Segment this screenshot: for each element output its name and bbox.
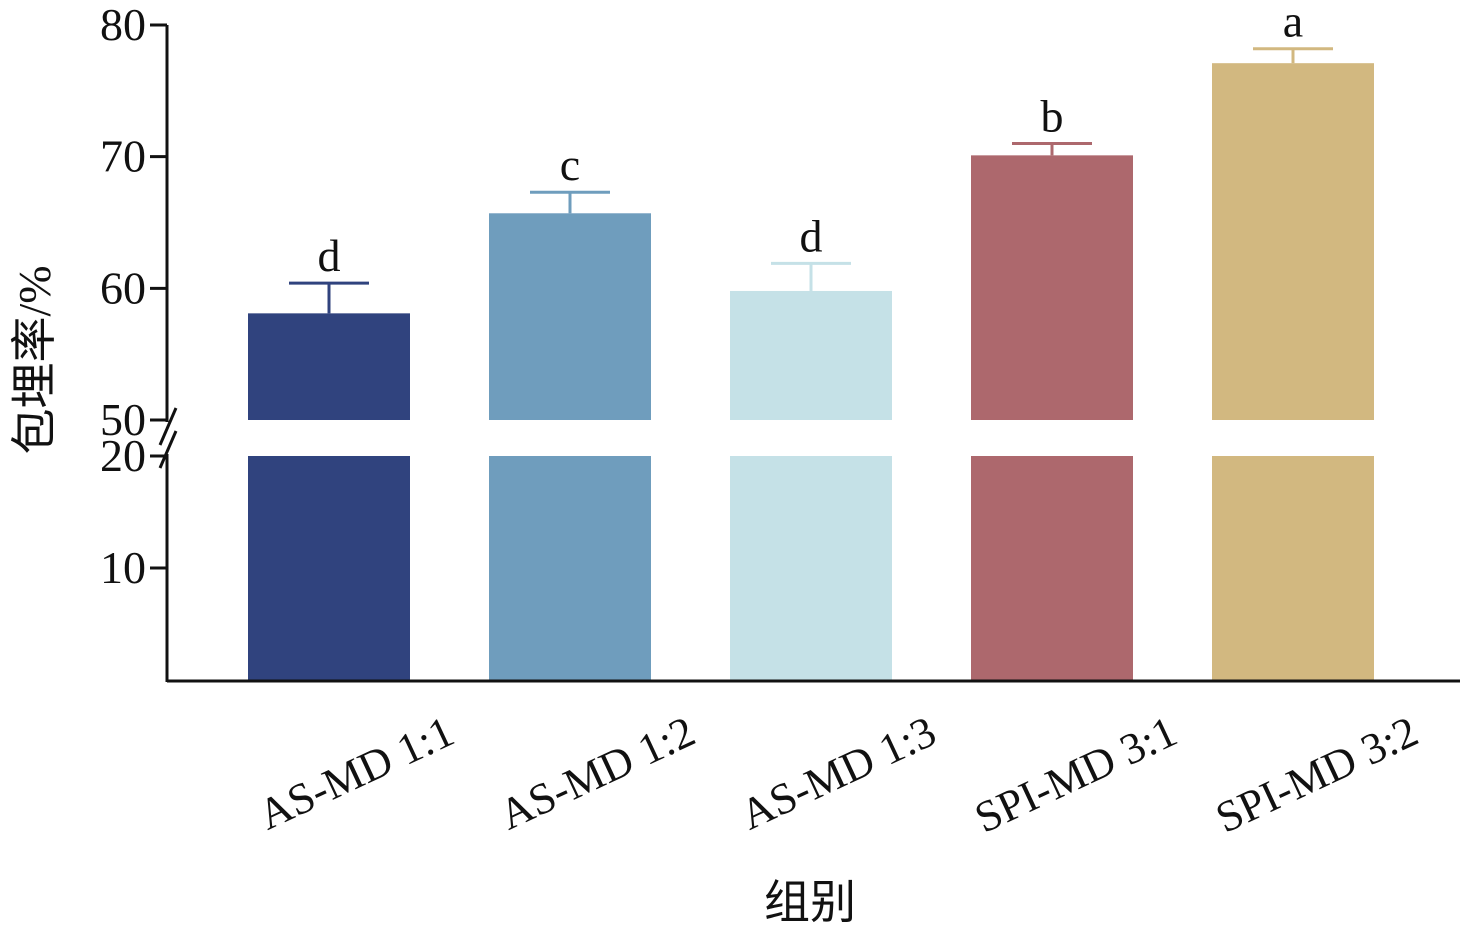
y-axis: 50 60 70 80 10 20 bbox=[100, 0, 1460, 683]
bar-upper bbox=[248, 313, 410, 420]
x-tick-label: AS-MD 1:1 bbox=[251, 707, 461, 840]
bars-group: d c d b a bbox=[248, 0, 1374, 680]
y-axis-label: 包埋率/% bbox=[9, 265, 60, 454]
x-tick-label: AS-MD 1:2 bbox=[492, 707, 702, 840]
y-tick-label: 10 bbox=[100, 542, 146, 593]
x-tick-label: AS-MD 1:3 bbox=[733, 707, 943, 840]
significance-letter: c bbox=[560, 139, 580, 190]
y-tick-label: 80 bbox=[100, 0, 146, 50]
x-axis-label: 组别 bbox=[764, 877, 856, 928]
significance-letter: b bbox=[1041, 91, 1064, 142]
y-tick-label: 70 bbox=[100, 131, 146, 182]
axis-break-mark bbox=[158, 407, 178, 446]
significance-letter: a bbox=[1283, 0, 1303, 47]
x-tick-label: SPI-MD 3:1 bbox=[967, 707, 1184, 843]
x-tick-labels: AS-MD 1:1 AS-MD 1:2 AS-MD 1:3 SPI-MD 3:1 SPI… bbox=[251, 707, 1425, 843]
axis-break-mark bbox=[158, 430, 178, 469]
bar-lower bbox=[489, 456, 651, 680]
bar-upper bbox=[489, 213, 651, 420]
x-tick-label: SPI-MD 3:2 bbox=[1208, 707, 1425, 843]
y-tick-label: 20 bbox=[100, 430, 146, 481]
significance-letter: d bbox=[318, 230, 341, 281]
y-tick-label: 50 bbox=[100, 394, 146, 445]
y-tick-label: 60 bbox=[100, 262, 146, 313]
bar-lower bbox=[730, 456, 892, 680]
bar-lower bbox=[248, 456, 410, 680]
significance-letter: d bbox=[800, 210, 823, 261]
bar-lower bbox=[971, 456, 1133, 680]
bar-upper bbox=[971, 155, 1133, 420]
bar-upper bbox=[730, 290, 892, 420]
bar-lower bbox=[1212, 456, 1374, 680]
bar-upper bbox=[1212, 63, 1374, 420]
